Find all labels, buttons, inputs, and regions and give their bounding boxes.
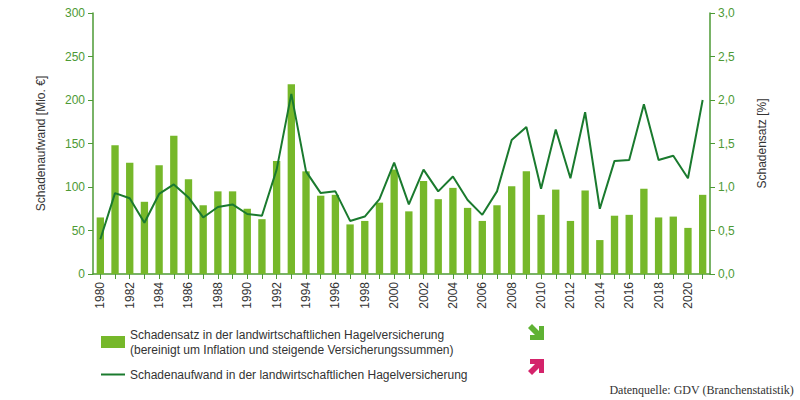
svg-text:1988: 1988	[211, 282, 225, 309]
svg-text:Datenquelle: GDV (Branchenstat: Datenquelle: GDV (Branchenstatistik)	[609, 383, 793, 397]
svg-text:50: 50	[72, 224, 86, 238]
svg-text:2,5: 2,5	[718, 50, 735, 64]
svg-text:Schadenaufwand in der landwirt: Schadenaufwand in der landwirtschaftlich…	[130, 368, 468, 382]
svg-text:2012: 2012	[563, 282, 577, 309]
svg-text:3,0: 3,0	[718, 6, 735, 20]
svg-text:2018: 2018	[652, 282, 666, 309]
svg-text:250: 250	[65, 50, 85, 64]
svg-text:1980: 1980	[93, 282, 107, 309]
svg-text:2004: 2004	[446, 282, 460, 309]
svg-text:Schadenaufwand [Mio. €]: Schadenaufwand [Mio. €]	[34, 76, 48, 211]
svg-text:2014: 2014	[593, 282, 607, 309]
svg-text:2008: 2008	[505, 282, 519, 309]
svg-text:200: 200	[65, 93, 85, 107]
svg-text:1,5: 1,5	[718, 137, 735, 151]
svg-text:2006: 2006	[475, 282, 489, 309]
svg-text:2,0: 2,0	[718, 93, 735, 107]
svg-text:1990: 1990	[240, 282, 254, 309]
svg-text:1982: 1982	[123, 282, 137, 309]
svg-text:0,5: 0,5	[718, 224, 735, 238]
svg-text:1994: 1994	[299, 282, 313, 309]
svg-text:1998: 1998	[358, 282, 372, 309]
svg-text:1984: 1984	[152, 282, 166, 309]
svg-text:150: 150	[65, 137, 85, 151]
svg-text:0: 0	[78, 267, 85, 281]
svg-text:2020: 2020	[681, 282, 695, 309]
svg-text:2000: 2000	[387, 282, 401, 309]
svg-text:0,0: 0,0	[718, 267, 735, 281]
svg-text:1986: 1986	[181, 282, 195, 309]
svg-text:(bereinigt um Inflation und st: (bereinigt um Inflation und steigende Ve…	[130, 343, 454, 357]
svg-text:Schadensatz [%]: Schadensatz [%]	[755, 98, 769, 188]
svg-text:2016: 2016	[622, 282, 636, 309]
svg-text:1996: 1996	[328, 282, 342, 309]
svg-text:2010: 2010	[534, 282, 548, 309]
svg-text:100: 100	[65, 180, 85, 194]
svg-text:2002: 2002	[417, 282, 431, 309]
svg-text:1992: 1992	[270, 282, 284, 309]
svg-text:1,0: 1,0	[718, 180, 735, 194]
svg-text:Schadensatz in der landwirtsch: Schadensatz in der landwirtschaftlichen …	[130, 328, 444, 342]
svg-text:300: 300	[65, 6, 85, 20]
